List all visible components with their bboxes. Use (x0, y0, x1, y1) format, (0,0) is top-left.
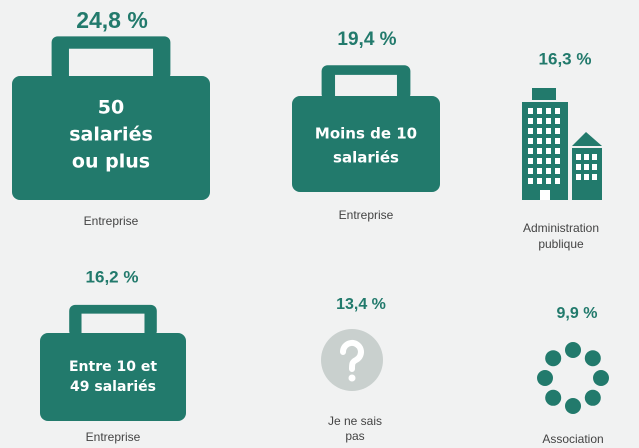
window (537, 158, 542, 164)
briefcase-handle-hole (68, 48, 154, 76)
icon-text: ou plus (72, 151, 150, 173)
window (555, 178, 560, 184)
building-annex-roof (572, 132, 602, 146)
window (546, 148, 551, 154)
ring-dot (565, 342, 581, 358)
window (592, 154, 597, 160)
percent: 16,3 % (539, 49, 592, 68)
window (537, 138, 542, 144)
question-dot (348, 374, 356, 382)
window (528, 178, 533, 184)
briefcase-handle-hole (335, 74, 397, 96)
window (584, 164, 589, 170)
window (528, 168, 533, 174)
label: Association (542, 432, 603, 446)
briefcase-body (12, 76, 210, 200)
window (584, 174, 589, 180)
window (537, 118, 542, 124)
window (555, 118, 560, 124)
building-roof (532, 88, 556, 100)
window (537, 128, 542, 134)
question-mark (339, 339, 364, 372)
window (555, 168, 560, 174)
ring-dot (545, 350, 562, 367)
window (528, 138, 533, 144)
percent: 13,4 % (336, 296, 386, 313)
label: Administration (523, 221, 599, 235)
label: pas (345, 429, 364, 443)
briefcase-body (40, 333, 186, 421)
window (528, 128, 533, 134)
ring-dot (593, 370, 609, 386)
icon-text: salariés (69, 124, 153, 146)
window (555, 148, 560, 154)
icon-text: salariés (333, 149, 399, 167)
icon-text: 49 salariés (70, 379, 156, 395)
percent: 16,2 % (86, 267, 139, 286)
ring-dot (584, 350, 601, 367)
window (546, 138, 551, 144)
icon-text: Entre 10 et (69, 359, 157, 375)
ring-dot (545, 389, 562, 406)
icon-text: 50 (98, 97, 124, 119)
icon-text: Moins de 10 (315, 125, 417, 143)
window (555, 128, 560, 134)
window (546, 118, 551, 124)
window (576, 164, 581, 170)
window (537, 168, 542, 174)
label: Entreprise (86, 430, 141, 444)
window (537, 178, 542, 184)
window (528, 118, 533, 124)
briefcase-body (292, 96, 440, 192)
ring-dot (565, 398, 581, 414)
window (528, 108, 533, 114)
label: Entreprise (339, 208, 394, 222)
window (528, 148, 533, 154)
window (584, 154, 589, 160)
window (546, 158, 551, 164)
window (546, 168, 551, 174)
label: publique (538, 237, 584, 251)
window (537, 108, 542, 114)
window (555, 158, 560, 164)
window (546, 128, 551, 134)
window (546, 108, 551, 114)
window (537, 148, 542, 154)
window (546, 178, 551, 184)
label: Je ne sais (328, 414, 382, 428)
door (540, 190, 550, 200)
percent: 24,8 % (76, 7, 148, 33)
briefcase-handle-hole (81, 313, 145, 333)
percent: 19,4 % (337, 29, 396, 50)
ring-dot (537, 370, 553, 386)
label: Entreprise (84, 214, 139, 228)
window (528, 158, 533, 164)
window (592, 174, 597, 180)
window (576, 154, 581, 160)
window (555, 108, 560, 114)
window (555, 138, 560, 144)
window (576, 174, 581, 180)
ring-dot (584, 389, 601, 406)
window (592, 164, 597, 170)
percent: 9,9 % (557, 305, 598, 322)
